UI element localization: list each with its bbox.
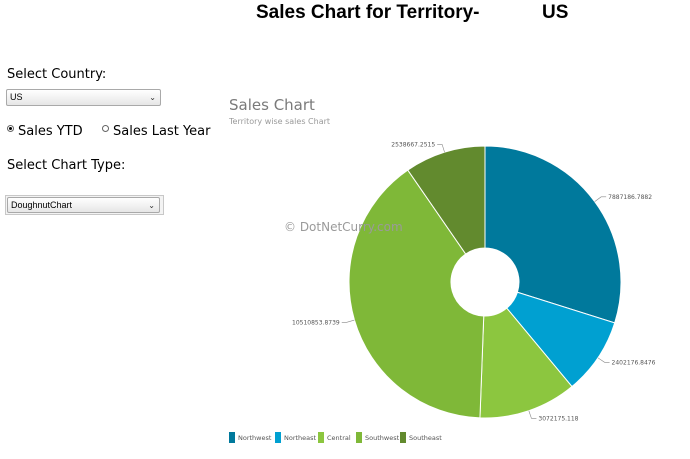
chart-type-select[interactable]: DoughnutChart ⌄	[7, 197, 160, 213]
leader-line-southeast	[437, 144, 445, 153]
data-label-central: 3072175.118	[538, 415, 578, 422]
legend-swatch-southeast[interactable]	[400, 432, 406, 443]
chart-type-label: Select Chart Type:	[7, 158, 126, 173]
radio-sales-ytd-label: Sales YTD	[18, 124, 83, 139]
leader-line-central	[528, 410, 537, 419]
leader-line-northwest	[594, 196, 607, 202]
radio-sales-last-year[interactable]: Sales Last Year	[102, 124, 210, 139]
legend-swatch-northwest[interactable]	[229, 432, 235, 443]
slice-southeast[interactable]	[407, 145, 486, 255]
radio-unchecked-icon[interactable]	[102, 125, 109, 132]
radio-checked-icon[interactable]	[7, 125, 14, 132]
chart-subtitle: Territory wise sales Chart	[229, 117, 331, 126]
chevron-down-icon: ⌄	[148, 201, 155, 210]
slice-central[interactable]	[479, 307, 573, 419]
radio-sales-ytd[interactable]: Sales YTD	[7, 124, 83, 139]
slice-northwest[interactable]	[484, 145, 622, 324]
chevron-down-icon: ⌄	[149, 93, 156, 102]
watermark: © DotNetCurry.com	[284, 220, 403, 234]
page-title-country: US	[542, 2, 569, 23]
country-select-value: US	[10, 92, 23, 102]
legend-swatch-southwest[interactable]	[356, 432, 362, 443]
chart-type-select-value: DoughnutChart	[11, 200, 73, 210]
country-select[interactable]: US ⌄	[6, 89, 161, 106]
data-label-northeast: 2402176.8476	[612, 359, 656, 366]
legend-label-southwest[interactable]: Southwest	[365, 434, 400, 442]
data-label-southeast: 2538667.2515	[391, 142, 435, 149]
data-label-southwest: 10510853.8739	[292, 319, 340, 326]
radio-sales-last-year-label: Sales Last Year	[113, 124, 211, 139]
leader-line-southwest	[341, 319, 355, 323]
legend-swatch-northeast[interactable]	[275, 432, 281, 443]
leader-line-northeast	[597, 357, 610, 363]
page-title: Sales Chart for Territory- US	[0, 2, 690, 28]
data-label-northwest: 7887186.7882	[608, 194, 652, 201]
legend-swatch-central[interactable]	[318, 432, 324, 443]
chart-title: Sales Chart	[229, 96, 315, 114]
chart-type-select-frame: DoughnutChart ⌄	[5, 195, 164, 215]
legend-label-northeast[interactable]: Northeast	[284, 434, 317, 442]
page-title-prefix: Sales Chart for Territory-	[256, 2, 480, 23]
country-label: Select Country:	[7, 67, 107, 82]
legend-label-central[interactable]: Central	[327, 434, 351, 442]
legend-label-southeast[interactable]: Southeast	[409, 434, 442, 442]
legend-label-northwest[interactable]: Northwest	[238, 434, 272, 442]
